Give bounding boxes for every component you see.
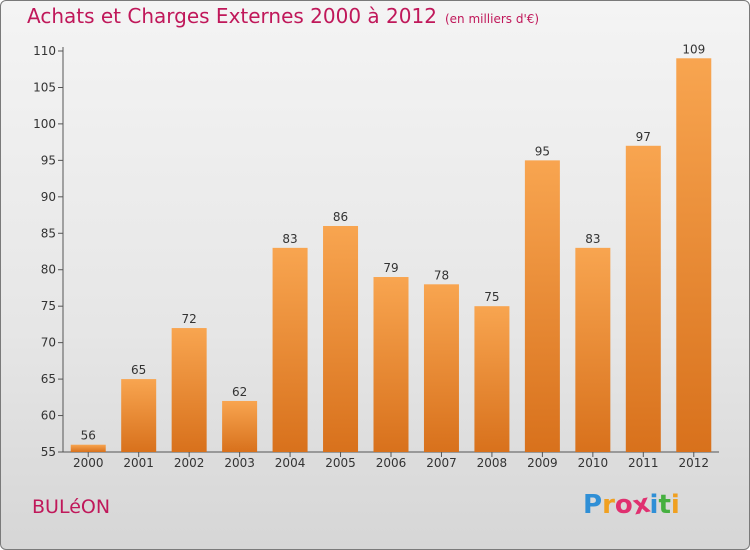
y-tick-label: 60: [41, 409, 56, 423]
unit-label: (en milliers d'€): [444, 12, 540, 26]
bar-2011: [625, 145, 661, 453]
title-text: Achats et Charges Externes 2000 à 2012: [27, 4, 437, 28]
value-label: 109: [682, 42, 705, 56]
bar-2008: [474, 306, 510, 452]
x-tick-label: 2008: [477, 456, 508, 470]
y-tick-label: 75: [41, 299, 56, 313]
x-tick-label: 2001: [123, 456, 154, 470]
y-tick-label: 65: [41, 372, 56, 386]
y-tick-label: 55: [41, 445, 56, 459]
bar-2006: [373, 277, 409, 452]
value-label: 78: [434, 268, 449, 282]
value-label: 65: [131, 363, 146, 377]
y-tick-label: 90: [41, 190, 56, 204]
bar-2012: [676, 58, 712, 453]
value-labels: 56 65 72 62 83 86 79 78 75 95 83 97 109: [81, 42, 706, 442]
logo-letter: P: [583, 490, 603, 520]
bar-2009: [524, 160, 560, 452]
bar-2005: [323, 225, 359, 452]
bar-2002: [171, 328, 207, 452]
bar-2010: [575, 247, 611, 452]
value-label: 62: [232, 385, 247, 399]
x-tick-label: 2012: [678, 456, 709, 470]
value-label: 79: [383, 261, 398, 275]
x-tick-label: 2009: [527, 456, 558, 470]
y-tick-label: 100: [33, 117, 56, 131]
logo-letter: i: [670, 490, 680, 520]
bar-2007: [423, 284, 459, 452]
x-tick-label: 2000: [73, 456, 104, 470]
bar-2004: [272, 247, 308, 452]
x-tick-label: 2007: [426, 456, 457, 470]
y-tick-label: 105: [33, 80, 56, 94]
value-label: 86: [333, 210, 348, 224]
value-label: 72: [182, 312, 197, 326]
value-label: 75: [484, 290, 499, 304]
y-tick-label: 70: [41, 336, 56, 350]
value-label: 97: [636, 130, 651, 144]
x-tick-label: 2010: [578, 456, 609, 470]
x-tick-label: 2011: [628, 456, 659, 470]
x-tick-label: 2006: [376, 456, 407, 470]
value-label: 83: [585, 232, 600, 246]
logo-letter: t: [658, 490, 671, 520]
logo-letter: o: [614, 490, 633, 520]
x-tick-label: 2004: [275, 456, 306, 470]
x-tick-label: 2002: [174, 456, 205, 470]
y-tick-label: 95: [41, 153, 56, 167]
chart-title: Achats et Charges Externes 2000 à 2012 (e…: [27, 4, 539, 28]
x-tick-labels: 2000 2001 2002 2003 2004 2005 2006 2007 2008 2009…: [73, 456, 709, 470]
bars: [70, 58, 712, 453]
logo-letter: i: [649, 490, 659, 520]
proxiti-logo: Proxiti: [583, 489, 680, 522]
y-tick-label: 110: [33, 44, 56, 58]
value-label: 95: [535, 144, 550, 158]
x-tick-label: 2005: [325, 456, 356, 470]
value-label: 83: [282, 232, 297, 246]
x-tick-label: 2003: [224, 456, 255, 470]
y-tick-label: 80: [41, 263, 56, 277]
y-tick-label: 85: [41, 226, 56, 240]
bar-2001: [121, 379, 157, 452]
commune-name: BULéON: [32, 496, 111, 518]
logo-letter: r: [602, 490, 615, 520]
bar-2003: [222, 400, 258, 452]
value-label: 56: [81, 429, 96, 443]
y-tick-labels: 55 60 65 70 75 80 85 90 95 100 105 110: [33, 44, 56, 459]
bar-2000: [70, 444, 106, 452]
